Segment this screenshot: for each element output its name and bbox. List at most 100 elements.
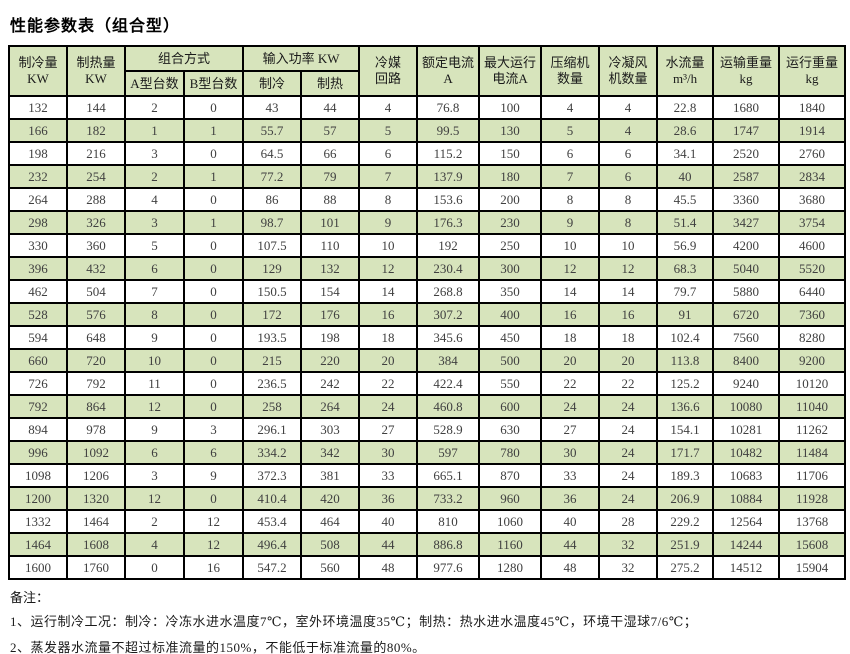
table-cell: 88 xyxy=(300,187,361,212)
table-cell: 45.5 xyxy=(656,187,715,212)
table-cell: 10080 xyxy=(712,394,781,419)
table-cell: 77.2 xyxy=(242,164,303,189)
table-cell: 34.1 xyxy=(656,141,715,166)
table-cell: 345.6 xyxy=(416,325,481,350)
table-cell: 189.3 xyxy=(656,463,715,488)
table-cell: 3680 xyxy=(778,187,847,212)
table-cell: 4 xyxy=(540,95,601,120)
header-input-power-cooling: 制冷 xyxy=(242,70,303,97)
table-cell: 9 xyxy=(358,210,419,235)
table-cell: 33 xyxy=(358,463,419,488)
table-cell: 12 xyxy=(598,256,659,281)
table-cell: 15904 xyxy=(778,555,847,580)
table-cell: 886.8 xyxy=(416,532,481,557)
table-cell: 229.2 xyxy=(656,509,715,534)
table-cell: 10 xyxy=(598,233,659,258)
table-cell: 528 xyxy=(8,302,68,327)
table-cell: 0 xyxy=(182,348,245,373)
table-cell: 215 xyxy=(242,348,303,373)
table-cell: 27 xyxy=(358,417,419,442)
table-cell: 3427 xyxy=(712,210,781,235)
table-cell: 11706 xyxy=(778,463,847,488)
table-cell: 15608 xyxy=(778,532,847,557)
header-condenser-fan-count: 冷凝风 机数量 xyxy=(598,45,659,97)
table-cell: 8280 xyxy=(778,325,847,350)
table-cell: 44 xyxy=(540,532,601,557)
table-cell: 12 xyxy=(540,256,601,281)
table-cell: 1200 xyxy=(8,486,68,511)
table-cell: 101 xyxy=(300,210,361,235)
table-cell: 1608 xyxy=(66,532,126,557)
performance-parameter-table: 制冷量 KW 制热量 KW 组合方式 输入功率 KW 冷媒 回路 额定电流 A … xyxy=(8,45,847,580)
table-cell: 0 xyxy=(182,371,245,396)
table-cell: 172 xyxy=(242,302,303,327)
header-input-power-heating: 制热 xyxy=(300,70,361,97)
table-cell: 153.6 xyxy=(416,187,481,212)
table-cell: 275.2 xyxy=(656,555,715,580)
table-cell: 334.2 xyxy=(242,440,303,465)
table-row: 198 216 3 0 64.5 66 6 115.2 150 6 6 34.1 2520 2760 xyxy=(8,141,847,166)
table-cell: 14 xyxy=(358,279,419,304)
table-cell: 1 xyxy=(182,118,245,143)
header-combination-mode: 组合方式 xyxy=(123,45,245,72)
table-cell: 24 xyxy=(540,394,601,419)
table-cell: 2 xyxy=(124,164,185,189)
table-cell: 20 xyxy=(358,348,419,373)
table-cell: 56.9 xyxy=(656,233,715,258)
table-cell: 28.6 xyxy=(656,118,715,143)
table-cell: 230.4 xyxy=(416,256,481,281)
table-cell: 11484 xyxy=(778,440,847,465)
table-body: 132 144 2 0 43 44 4 76.8 100 4 4 22.8 1680 1840 166 182… xyxy=(8,95,847,580)
table-cell: 1600 xyxy=(8,555,68,580)
table-cell: 422.4 xyxy=(416,371,481,396)
table-row: 1098 1206 3 9 372.3 381 33 665.1 870 33 24 189.3 106… xyxy=(8,463,847,488)
table-cell: 150 xyxy=(478,141,543,166)
table-cell: 12 xyxy=(358,256,419,281)
table-cell: 894 xyxy=(8,417,68,442)
table-cell: 57 xyxy=(300,118,361,143)
header-rated-current: 额定电流 A xyxy=(416,45,481,97)
table-row: 894 978 9 3 296.1 303 27 528.9 630 27 24 154.1 10281… xyxy=(8,417,847,442)
table-cell: 79.7 xyxy=(656,279,715,304)
table-cell: 5520 xyxy=(778,256,847,281)
table-cell: 22 xyxy=(358,371,419,396)
table-cell: 33 xyxy=(540,463,601,488)
table-cell: 508 xyxy=(300,532,361,557)
table-cell: 360 xyxy=(66,233,126,258)
header-input-power: 输入功率 KW xyxy=(242,45,361,72)
table-cell: 198 xyxy=(300,325,361,350)
table-cell: 18 xyxy=(598,325,659,350)
table-cell: 6 xyxy=(124,256,185,281)
table-row: 594 648 9 0 193.5 198 18 345.6 450 18 18 102.4 7560 8… xyxy=(8,325,847,350)
table-cell: 1060 xyxy=(478,509,543,534)
note-item: 2、蒸发器水流量不超过标准流量的150%，不能低于标准流量的80%。 xyxy=(10,640,426,654)
table-cell: 1914 xyxy=(778,118,847,143)
table-cell: 330 xyxy=(8,233,68,258)
table-cell: 1320 xyxy=(66,486,126,511)
table-cell: 3 xyxy=(182,417,245,442)
table-cell: 12 xyxy=(124,394,185,419)
table-cell: 665.1 xyxy=(416,463,481,488)
table-cell: 1332 xyxy=(8,509,68,534)
table-cell: 2587 xyxy=(712,164,781,189)
table-cell: 0 xyxy=(182,279,245,304)
table-cell: 10120 xyxy=(778,371,847,396)
table-cell: 14 xyxy=(598,279,659,304)
table-cell: 216 xyxy=(66,141,126,166)
table-cell: 36 xyxy=(540,486,601,511)
table-cell: 166 xyxy=(8,118,68,143)
table-cell: 102.4 xyxy=(656,325,715,350)
table-cell: 381 xyxy=(300,463,361,488)
table-cell: 547.2 xyxy=(242,555,303,580)
table-cell: 560 xyxy=(300,555,361,580)
table-row: 1600 1760 0 16 547.2 560 48 977.6 1280 48 32 275.2 1… xyxy=(8,555,847,580)
table-cell: 132 xyxy=(300,256,361,281)
table-header: 制冷量 KW 制热量 KW 组合方式 输入功率 KW 冷媒 回路 额定电流 A … xyxy=(8,45,847,97)
table-cell: 22 xyxy=(598,371,659,396)
table-cell: 1464 xyxy=(8,532,68,557)
table-cell: 1092 xyxy=(66,440,126,465)
table-row: 1332 1464 2 12 453.4 464 40 810 1060 40 28 229.2 125… xyxy=(8,509,847,534)
table-cell: 129 xyxy=(242,256,303,281)
table-cell: 2760 xyxy=(778,141,847,166)
table-cell: 996 xyxy=(8,440,68,465)
